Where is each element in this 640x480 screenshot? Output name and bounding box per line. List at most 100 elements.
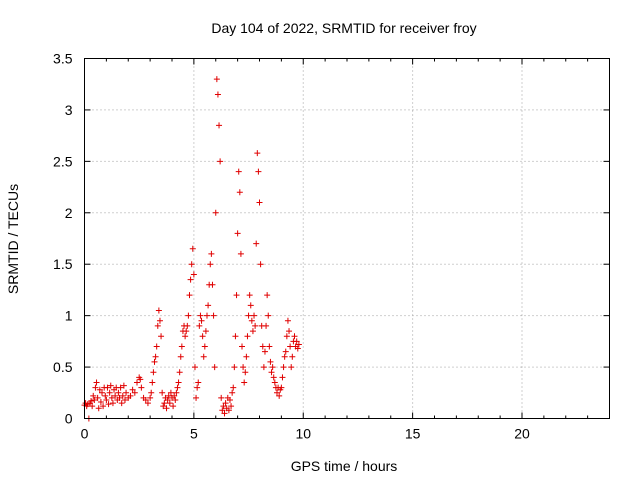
data-point	[201, 343, 208, 350]
data-point	[155, 307, 162, 314]
data-point	[91, 396, 98, 403]
data-point	[246, 292, 253, 299]
data-point	[255, 168, 262, 175]
y-tick-label: 3	[65, 102, 73, 118]
data-point	[152, 353, 159, 360]
data-point	[106, 389, 113, 396]
data-point	[182, 333, 189, 340]
data-point	[184, 322, 191, 329]
data-points	[81, 76, 302, 422]
data-point	[270, 374, 277, 381]
x-tick-label: 15	[405, 426, 421, 442]
data-point	[278, 384, 285, 391]
data-point	[211, 364, 218, 371]
data-point	[267, 358, 274, 365]
data-point	[200, 353, 207, 360]
data-point	[205, 302, 212, 309]
data-point	[94, 394, 101, 401]
y-axis-label: SRMTID / TECUs	[5, 184, 21, 294]
data-point	[186, 292, 193, 299]
data-point	[225, 407, 232, 414]
data-point	[257, 261, 264, 268]
data-point	[276, 392, 283, 399]
x-tick-label: 5	[190, 426, 198, 442]
data-point	[93, 379, 100, 386]
data-point	[171, 392, 178, 399]
data-point	[271, 379, 278, 386]
data-point	[213, 76, 220, 83]
data-point	[218, 394, 225, 401]
data-point	[241, 379, 248, 386]
data-point	[228, 403, 235, 410]
data-point	[242, 369, 249, 376]
data-point	[245, 312, 252, 319]
plot-frame	[84, 58, 610, 419]
data-point	[207, 261, 214, 268]
data-point	[134, 379, 140, 386]
data-point	[237, 250, 244, 257]
data-point	[189, 245, 196, 252]
data-point	[212, 209, 219, 216]
data-point	[266, 343, 273, 350]
data-point	[100, 403, 107, 410]
axis-ticks	[84, 58, 610, 419]
y-tick-label: 3.5	[53, 51, 73, 67]
data-point	[294, 345, 301, 352]
data-point	[166, 400, 173, 407]
data-point	[232, 333, 239, 340]
data-point	[160, 403, 167, 410]
data-point	[148, 389, 155, 396]
data-point	[265, 312, 272, 319]
data-point	[217, 158, 224, 165]
data-point	[196, 322, 203, 329]
data-point	[151, 358, 158, 365]
data-point	[216, 122, 223, 129]
data-point	[280, 364, 287, 371]
data-point	[163, 405, 170, 412]
grid-lines	[84, 58, 610, 419]
data-point	[191, 364, 198, 371]
data-point	[193, 394, 200, 401]
data-point	[138, 384, 145, 391]
data-point	[95, 405, 102, 412]
x-axis-label: GPS time / hours	[291, 458, 398, 474]
data-point	[282, 348, 289, 355]
data-point	[185, 312, 192, 319]
data-point	[97, 399, 104, 406]
data-point	[251, 312, 258, 319]
data-point	[183, 328, 190, 335]
data-point	[284, 317, 291, 324]
data-point	[288, 364, 295, 371]
data-point	[263, 322, 270, 329]
data-point	[233, 292, 240, 299]
data-point	[107, 382, 114, 389]
data-point	[167, 389, 174, 396]
data-point	[256, 199, 263, 206]
data-point	[199, 333, 206, 340]
data-point	[226, 396, 233, 403]
data-point	[123, 389, 130, 396]
x-tick-label: 10	[295, 426, 311, 442]
data-point	[172, 396, 179, 403]
y-tick-label: 1.5	[53, 256, 73, 272]
data-point	[239, 343, 245, 350]
data-point	[252, 322, 259, 329]
data-point	[283, 333, 290, 340]
data-point	[137, 376, 144, 383]
data-point	[149, 379, 156, 386]
x-tick-label: 0	[81, 426, 89, 442]
data-point	[104, 384, 111, 391]
data-point	[195, 379, 202, 386]
data-point	[92, 384, 99, 391]
data-point	[121, 396, 128, 403]
data-point	[264, 292, 271, 299]
data-point	[235, 168, 242, 175]
data-point	[177, 353, 184, 360]
data-point	[165, 392, 172, 399]
data-point	[220, 403, 227, 410]
data-point	[142, 396, 149, 403]
data-point	[236, 189, 243, 196]
data-point	[159, 389, 166, 396]
data-point	[99, 389, 105, 396]
data-point	[175, 379, 182, 386]
